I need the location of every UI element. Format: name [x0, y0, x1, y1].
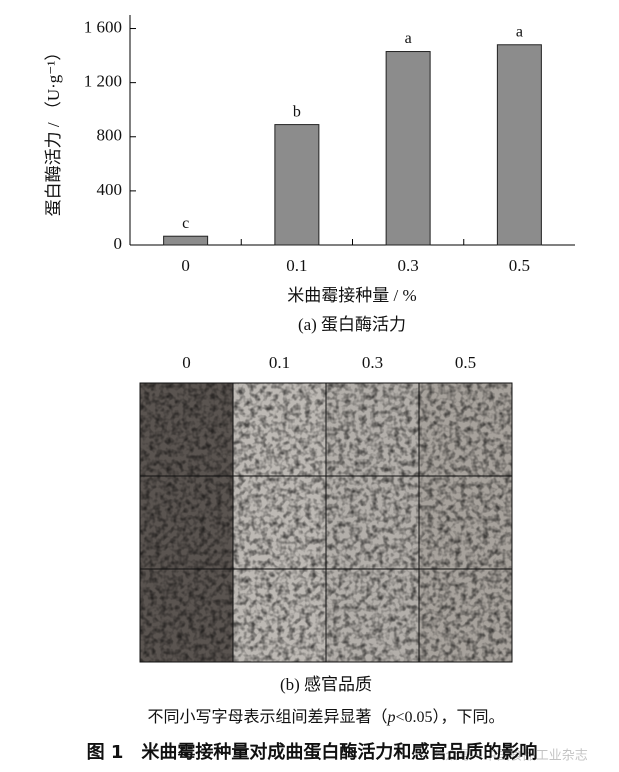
bar [496, 44, 542, 246]
subcaption: (b) 感官品质 [280, 675, 372, 694]
photo-grain [419, 476, 512, 569]
x-tick-label: 0.1 [286, 256, 307, 275]
column-label: 0.1 [269, 353, 290, 372]
photo-grain [326, 569, 419, 662]
photo-grain [140, 383, 233, 476]
photo-panel: (b) 感官品质 0 0.1 0.3 0.5 [139, 353, 513, 694]
photo-grain [419, 569, 512, 662]
significance-letter: a [405, 30, 412, 47]
bar-chart: 蛋白酶活力 / （U·g⁻¹） 米曲霉接种量 / % (a) 蛋白酶活力 0 40… [44, 15, 575, 334]
figure-title: 图 1 米曲霉接种量对成曲蛋白酶活力和感官品质的影响 [87, 741, 538, 763]
photo-grain [326, 476, 419, 569]
photo-grain [326, 383, 419, 476]
x-tick-label: 0.3 [398, 256, 419, 275]
bar [163, 235, 209, 246]
note: 不同小写字母表示组间差异显著（p<0.05），下同。 [147, 708, 504, 726]
y-tick-label: 1 600 [84, 17, 122, 36]
x-tick-label: 0.5 [509, 256, 530, 275]
y-tick-label: 1 200 [84, 72, 122, 91]
x-tick-label: 0 [181, 256, 190, 275]
photo-grain [233, 383, 326, 476]
note-text: 不同小写字母表示组间差异显著（ [147, 708, 387, 726]
photo-grain [140, 476, 233, 569]
x-axis-label: 米曲霉接种量 / % [287, 286, 416, 305]
y-tick-label: 800 [97, 126, 123, 145]
y-tick-label: 400 [97, 180, 123, 199]
photo-grain [233, 569, 326, 662]
column-label: 0.5 [455, 353, 476, 372]
bar [274, 124, 320, 246]
column-label: 0.3 [362, 353, 383, 372]
note-italic: p [386, 709, 395, 726]
photo-border [418, 568, 513, 663]
significance-letter: b [293, 103, 301, 120]
significance-letter: a [516, 23, 523, 40]
watermark: 公众号 · 中国食品工业杂志 [432, 748, 587, 764]
bar [385, 51, 431, 246]
significance-letter: c [182, 215, 189, 232]
column-label: 0 [182, 353, 191, 372]
photo-grain [419, 383, 512, 476]
subcaption: (a) 蛋白酶活力 [298, 315, 406, 334]
y-axis-label: 蛋白酶活力 / （U·g⁻¹） [44, 44, 63, 217]
note-text: <0.05），下同。 [395, 708, 504, 726]
photo-grain [140, 569, 233, 662]
y-tick-label: 0 [114, 234, 123, 253]
photo-grain [233, 476, 326, 569]
